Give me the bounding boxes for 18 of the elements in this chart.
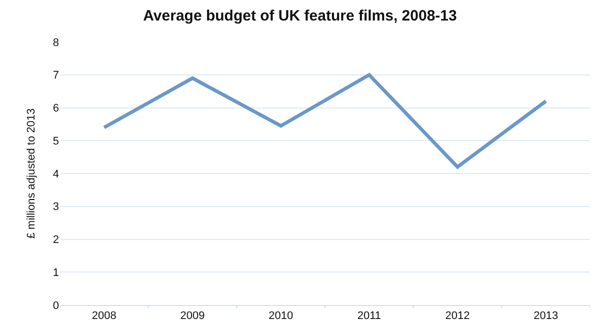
y-tick-label: 3 [52,201,59,214]
y-tick-label: 4 [52,168,59,180]
chart-title: Average budget of UK feature films, 2008-13 [143,8,457,25]
line-series [102,73,548,169]
y-tick-label: 5 [52,135,59,148]
y-tick-label: 7 [52,70,59,82]
x-tick-label: 2010 [268,310,294,322]
y-tick-label: 0 [52,300,59,312]
x-tick-label: 2011 [357,310,381,322]
y-tick-label: 2 [52,234,59,246]
x-tick-label: 2013 [534,310,558,322]
y-tick-label: 1 [52,266,59,279]
y-tick-label: 8 [52,36,59,49]
x-tick-label: 2009 [180,310,205,322]
x-tick-label: 2008 [92,310,116,322]
y-tick-label: 6 [52,102,59,115]
y-axis-title: £ millions adjusted to 2013 [26,108,38,239]
x-tick-label: 2012 [445,310,470,322]
